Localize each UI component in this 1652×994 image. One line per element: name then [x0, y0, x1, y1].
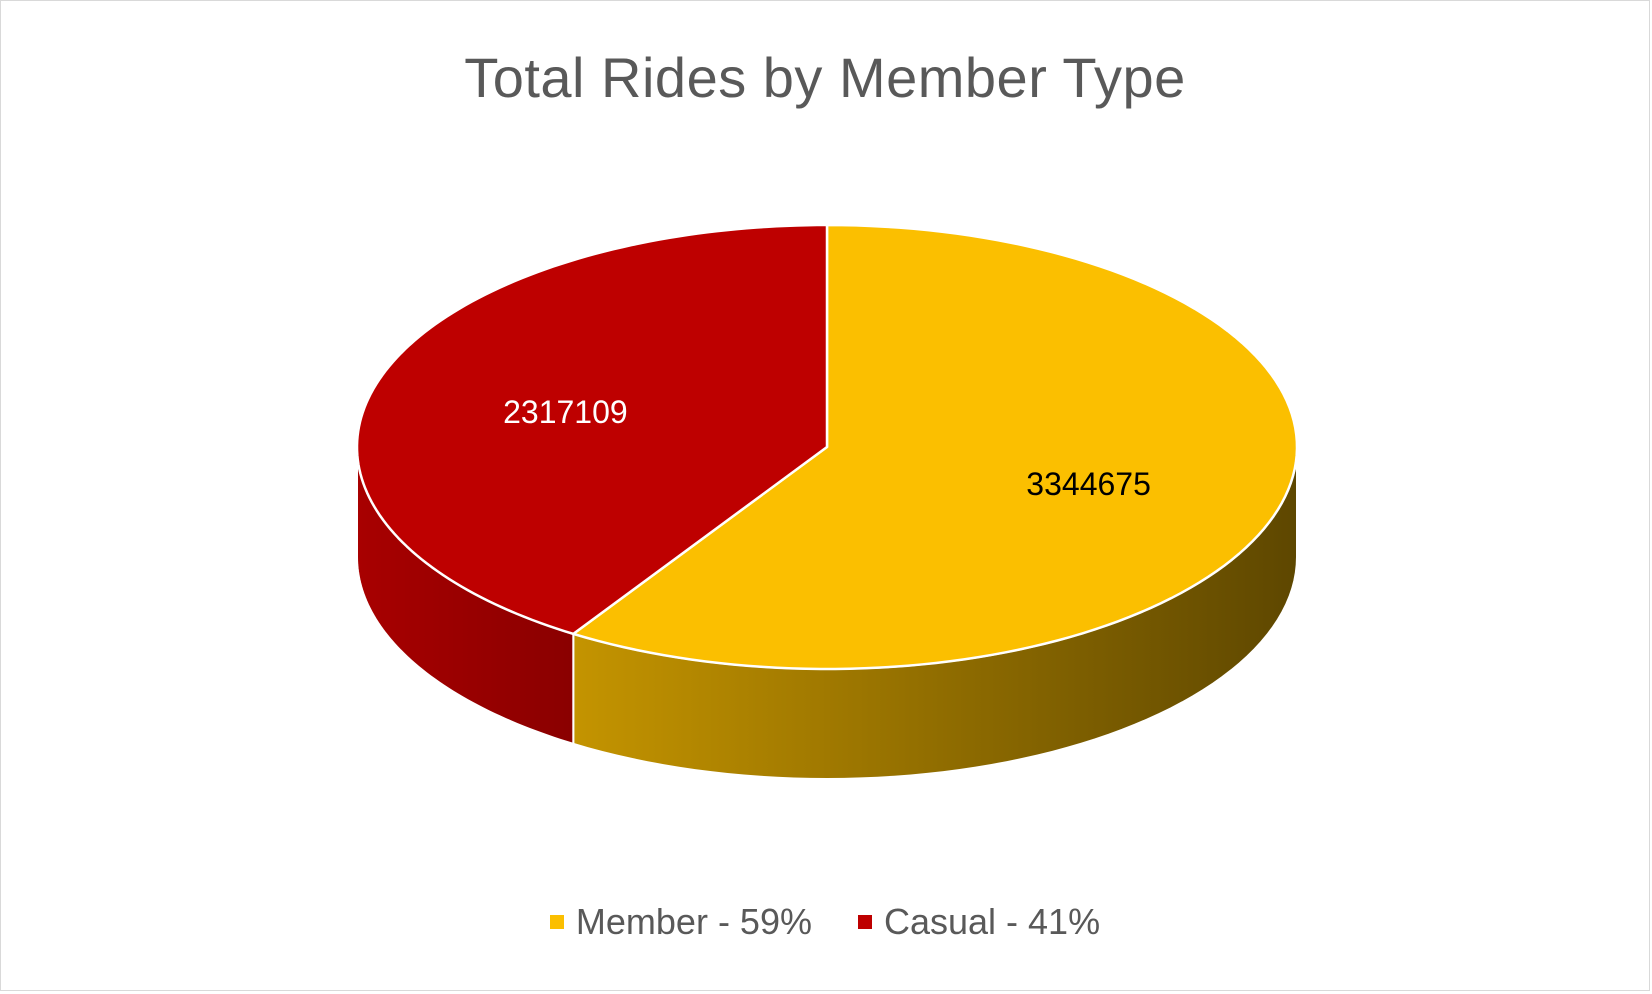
pie-slice-casual [355, 223, 829, 636]
pie-labels: 3344675 2317109 [503, 394, 1151, 502]
data-label-casual: 2317109 [503, 394, 628, 430]
legend-entry-casual: Casual - 41% [857, 901, 1101, 943]
legend-swatch-casual [857, 915, 872, 929]
pie-tops [355, 223, 1299, 671]
legend-label-casual: Casual - 41% [883, 901, 1101, 942]
data-label-member: 3344675 [1026, 466, 1151, 502]
legend-swatch-member [549, 915, 564, 929]
pie-slice-member [572, 223, 1299, 671]
legend-entry-member: Member - 59% [549, 901, 812, 943]
chart-title: Total Rides by Member Type [464, 46, 1186, 109]
legend: Member - 59% Casual - 41% [1, 901, 1649, 943]
legend-label-member: Member - 59% [575, 901, 812, 942]
